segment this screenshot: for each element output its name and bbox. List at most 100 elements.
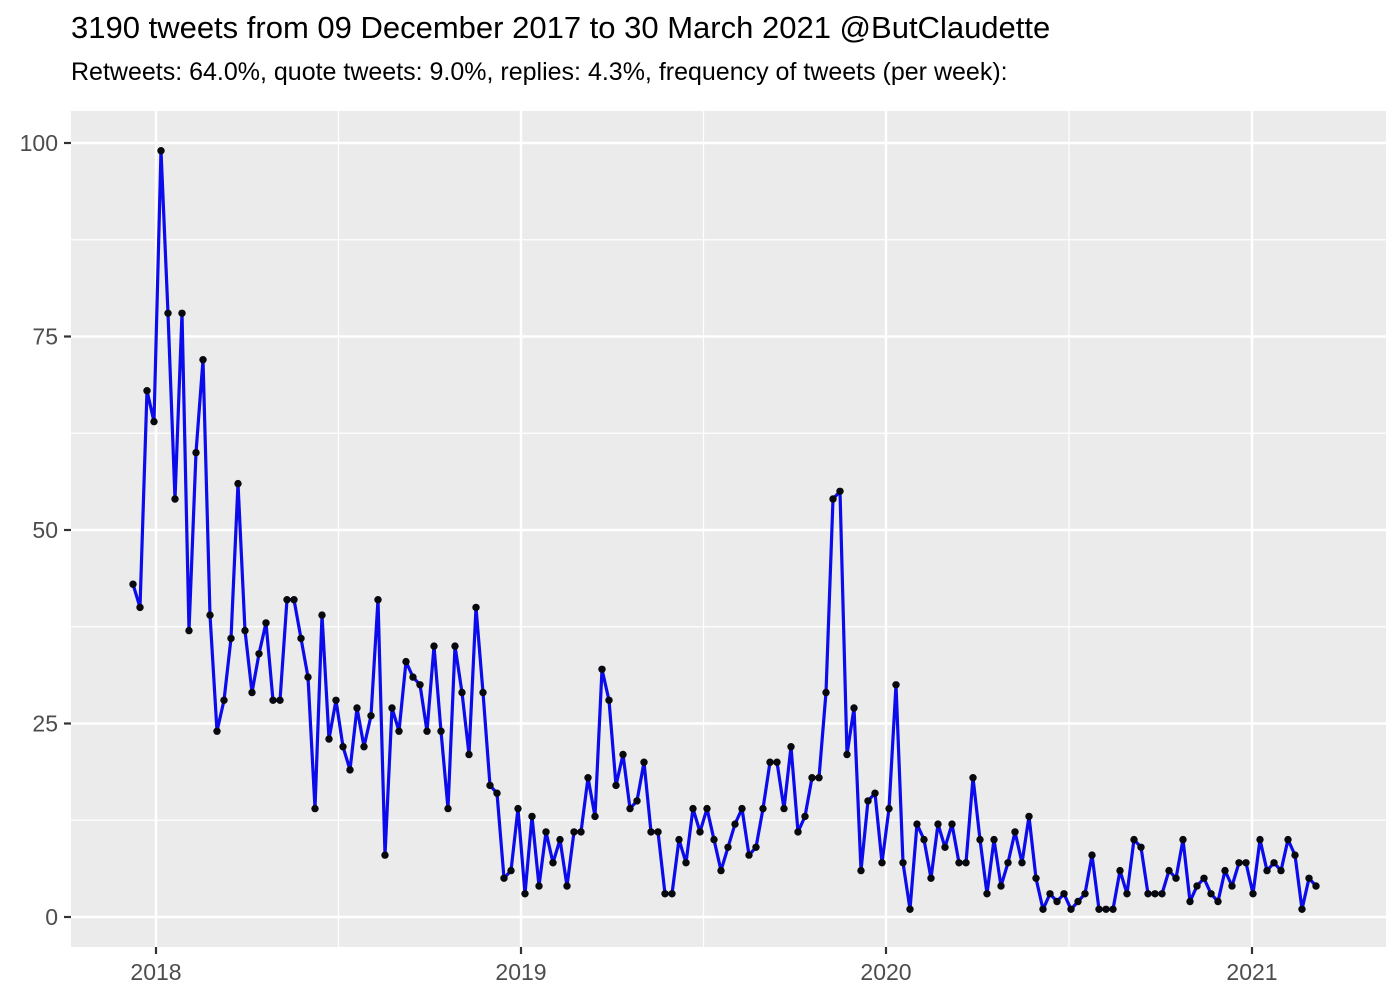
data-point [1004, 859, 1012, 867]
data-point [402, 657, 410, 666]
data-point [787, 743, 795, 751]
data-point [500, 874, 508, 882]
data-point [962, 859, 970, 867]
data-point [339, 743, 347, 751]
data-point [150, 417, 158, 426]
data-point [185, 626, 193, 635]
data-point [969, 774, 977, 782]
data-point [220, 696, 228, 704]
data-point [451, 642, 459, 650]
data-point [1130, 835, 1138, 844]
data-point [983, 890, 991, 898]
data-point [913, 820, 921, 828]
data-point [1270, 859, 1278, 867]
chart-subtitle: Retweets: 64.0%, quote tweets: 9.0%, rep… [71, 58, 1008, 86]
data-point [318, 611, 326, 619]
data-point [626, 804, 634, 813]
data-point [465, 750, 473, 759]
data-point [885, 804, 893, 813]
data-point [1053, 897, 1061, 906]
data-point [1172, 874, 1180, 882]
data-point [458, 688, 466, 697]
data-point [360, 743, 368, 751]
data-point [759, 804, 767, 813]
data-point [745, 851, 753, 859]
data-point [1256, 835, 1264, 844]
y-axis-tick-label: 50 [32, 517, 58, 543]
data-point [430, 642, 438, 650]
data-point [682, 859, 690, 867]
data-point [752, 843, 760, 851]
data-point [1116, 866, 1124, 875]
data-point [927, 874, 935, 882]
data-point [724, 843, 732, 851]
data-point [276, 696, 284, 704]
data-point [1074, 897, 1082, 906]
data-point [948, 820, 956, 828]
data-point [843, 750, 851, 759]
data-point [1032, 874, 1040, 882]
data-point [899, 859, 907, 867]
data-point [423, 727, 431, 735]
data-point [283, 596, 291, 604]
data-point [836, 487, 844, 495]
data-point [955, 859, 963, 867]
data-point [1095, 905, 1103, 913]
data-point [941, 843, 949, 851]
data-point [906, 905, 914, 913]
data-point [1193, 882, 1201, 890]
data-point [598, 665, 606, 673]
data-point [325, 735, 333, 743]
data-point [213, 727, 221, 735]
data-point [542, 828, 550, 836]
data-point [486, 781, 494, 790]
data-point [1060, 890, 1068, 898]
data-point [654, 828, 662, 836]
data-point [1263, 866, 1271, 875]
data-point [353, 704, 361, 712]
data-point [563, 882, 571, 890]
data-point [1249, 890, 1257, 898]
data-point [136, 603, 144, 612]
y-axis-tick-label: 0 [45, 904, 58, 930]
frequency-trend-line [131, 149, 1318, 911]
data-point [1046, 890, 1054, 898]
data-point [535, 882, 543, 890]
x-axis-tick-label: 2019 [495, 959, 546, 985]
data-point [808, 774, 816, 782]
data-point [346, 766, 354, 774]
data-point [388, 704, 396, 712]
data-point [920, 835, 928, 844]
data-point [507, 866, 515, 875]
data-point [1298, 905, 1306, 913]
data-point [157, 147, 165, 155]
data-point [997, 882, 1005, 890]
data-point [1207, 890, 1215, 898]
data-point [633, 797, 641, 805]
data-point [129, 580, 137, 588]
data-point [696, 828, 704, 836]
data-point [822, 688, 830, 697]
data-point [409, 673, 417, 681]
data-point [612, 781, 620, 790]
data-point [493, 789, 501, 797]
data-point [591, 812, 599, 821]
data-point [1102, 905, 1110, 913]
data-point [1088, 851, 1096, 859]
y-axis-tick-label: 100 [20, 130, 58, 156]
data-point [717, 866, 725, 875]
data-point [206, 611, 214, 619]
data-point [556, 835, 564, 844]
data-point [1312, 882, 1320, 890]
x-axis-tick-label: 2018 [130, 959, 181, 985]
data-point [1186, 897, 1194, 906]
data-point [367, 712, 375, 720]
data-point [416, 681, 424, 689]
data-point [1214, 897, 1222, 906]
data-point [1165, 866, 1173, 875]
data-point [1123, 890, 1131, 898]
data-point [892, 681, 900, 689]
data-point [1137, 843, 1145, 851]
